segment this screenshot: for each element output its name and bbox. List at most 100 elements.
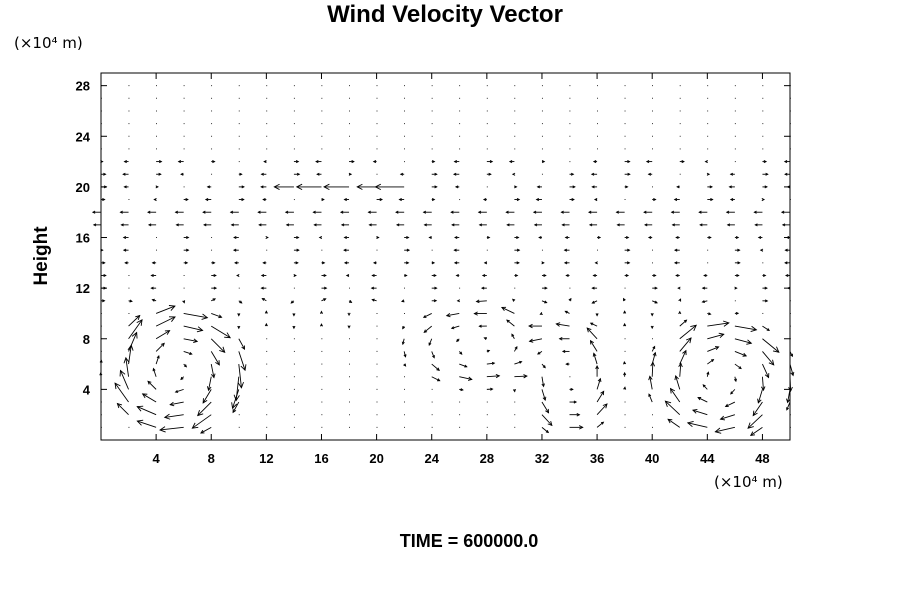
x-tick-label: 48 bbox=[755, 451, 769, 466]
wind-vector-arrow bbox=[155, 305, 176, 314]
wind-vector-arrow bbox=[555, 322, 570, 327]
wind-vector-arrow bbox=[370, 286, 377, 290]
wind-vector-arrow bbox=[210, 363, 216, 379]
wind-vector-arrow bbox=[123, 160, 129, 164]
wind-vector-arrow bbox=[159, 426, 184, 433]
wind-vector-arrow bbox=[478, 223, 487, 227]
wind-vector-arrow bbox=[183, 350, 193, 355]
wind-vector-arrow bbox=[541, 376, 545, 388]
wind-vector-arrow bbox=[783, 160, 790, 164]
wind-vector-arrow bbox=[558, 337, 570, 341]
wind-vector-arrow bbox=[651, 351, 657, 365]
wind-vector-arrow bbox=[541, 363, 546, 369]
wind-vector-arrow bbox=[676, 185, 680, 189]
wind-vector-arrow bbox=[398, 198, 405, 202]
y-tick-label: 12 bbox=[76, 281, 90, 296]
wind-vector-arrow bbox=[122, 235, 129, 240]
wind-vector-arrow bbox=[762, 172, 769, 176]
wind-vector-arrow bbox=[789, 363, 795, 377]
wind-vector-arrow bbox=[401, 338, 405, 346]
wind-vector-arrow bbox=[624, 261, 631, 265]
wind-vector-arrow bbox=[431, 376, 441, 382]
wind-vector-arrow bbox=[459, 376, 473, 381]
wind-vector-arrow bbox=[734, 286, 738, 290]
wind-vector-arrow bbox=[321, 273, 327, 278]
wind-vector-arrow bbox=[175, 223, 184, 227]
wind-vector-arrow bbox=[501, 306, 515, 314]
wind-vector-arrow bbox=[431, 185, 438, 189]
wind-vector-arrow bbox=[786, 389, 791, 404]
wind-vector-arrow bbox=[262, 198, 267, 202]
wind-vector-arrow bbox=[784, 261, 790, 265]
wind-vector-arrow bbox=[707, 332, 725, 340]
wind-vector-arrow bbox=[211, 261, 216, 265]
wind-vector-arrow bbox=[237, 325, 241, 330]
wind-vector-arrow bbox=[321, 286, 328, 290]
wind-vector-arrow bbox=[128, 314, 141, 327]
x-tick-label: 8 bbox=[208, 451, 215, 466]
wind-vector-arrow bbox=[528, 323, 542, 329]
wind-vector-arrow bbox=[760, 376, 766, 392]
wind-vector-arrow bbox=[404, 261, 410, 265]
wind-vector-arrow bbox=[183, 313, 209, 320]
wind-vector-arrow bbox=[101, 261, 106, 265]
wind-vector-arrow bbox=[347, 312, 351, 317]
wind-vector-arrow bbox=[197, 401, 212, 417]
wind-vector-arrow bbox=[343, 235, 350, 240]
wind-vector-arrow bbox=[315, 160, 322, 164]
wind-vector-arrow bbox=[725, 210, 735, 214]
wind-vector-arrow bbox=[597, 235, 602, 240]
wind-vector-arrow bbox=[238, 198, 245, 202]
wind-vector-arrow bbox=[593, 198, 598, 202]
wind-vector-arrow bbox=[481, 273, 487, 278]
wind-vector-arrow bbox=[348, 172, 353, 176]
wind-vector-arrow bbox=[262, 261, 267, 265]
wind-vector-arrow bbox=[445, 313, 460, 318]
wind-vector-arrow bbox=[232, 248, 239, 252]
wind-vector-arrow bbox=[679, 319, 688, 327]
wind-vector-arrow bbox=[459, 363, 468, 368]
wind-vector-arrow bbox=[591, 286, 598, 290]
wind-vector-arrow bbox=[156, 160, 163, 164]
wind-vector-arrow bbox=[450, 210, 460, 214]
wind-vector-arrow bbox=[403, 363, 407, 367]
wind-vector-arrow bbox=[592, 352, 598, 365]
wind-vector-arrow bbox=[624, 248, 631, 252]
wind-vector-arrow bbox=[183, 325, 204, 333]
x-tick-label: 32 bbox=[535, 451, 549, 466]
wind-vector-arrow bbox=[372, 261, 377, 265]
wind-vector-arrow bbox=[675, 235, 680, 240]
wind-vector-arrow bbox=[586, 327, 598, 340]
wind-vector-arrow bbox=[454, 185, 460, 189]
wind-vector-arrow bbox=[565, 273, 570, 278]
wind-vector-arrow bbox=[762, 351, 775, 366]
wind-vector-arrow bbox=[514, 346, 518, 352]
wind-vector-arrow bbox=[236, 273, 240, 278]
wind-vector-arrow bbox=[155, 316, 176, 327]
wind-vector-arrow bbox=[371, 298, 377, 302]
wind-vector-arrow bbox=[293, 248, 300, 252]
wind-vector-arrow bbox=[260, 286, 267, 290]
wind-vector-arrow bbox=[483, 337, 487, 340]
wind-vector-arrow bbox=[150, 286, 157, 290]
wind-vector-arrow bbox=[486, 361, 496, 365]
wind-vector-arrow bbox=[292, 325, 296, 330]
wind-vector-arrow bbox=[177, 160, 184, 164]
wind-vector-arrow bbox=[403, 351, 407, 358]
wind-vector-arrow bbox=[180, 172, 184, 176]
wind-vector-arrow bbox=[180, 376, 184, 381]
wind-vector-arrow bbox=[182, 300, 186, 304]
wind-vector-arrow bbox=[568, 297, 572, 302]
wind-vector-arrow bbox=[596, 377, 602, 390]
wind-vector-arrow bbox=[652, 286, 658, 290]
wind-vector-arrow bbox=[428, 235, 432, 240]
y-tick-label: 20 bbox=[76, 180, 90, 195]
wind-vector-arrow bbox=[210, 351, 220, 366]
wind-vector-arrow bbox=[285, 223, 294, 227]
wind-vector-arrow bbox=[367, 210, 377, 214]
wind-vector-arrow bbox=[453, 261, 460, 265]
wind-vector-arrow bbox=[101, 198, 106, 202]
wind-vector-arrow bbox=[759, 248, 764, 252]
wind-vector-arrow bbox=[372, 160, 377, 164]
wind-vector-arrow bbox=[670, 210, 680, 214]
